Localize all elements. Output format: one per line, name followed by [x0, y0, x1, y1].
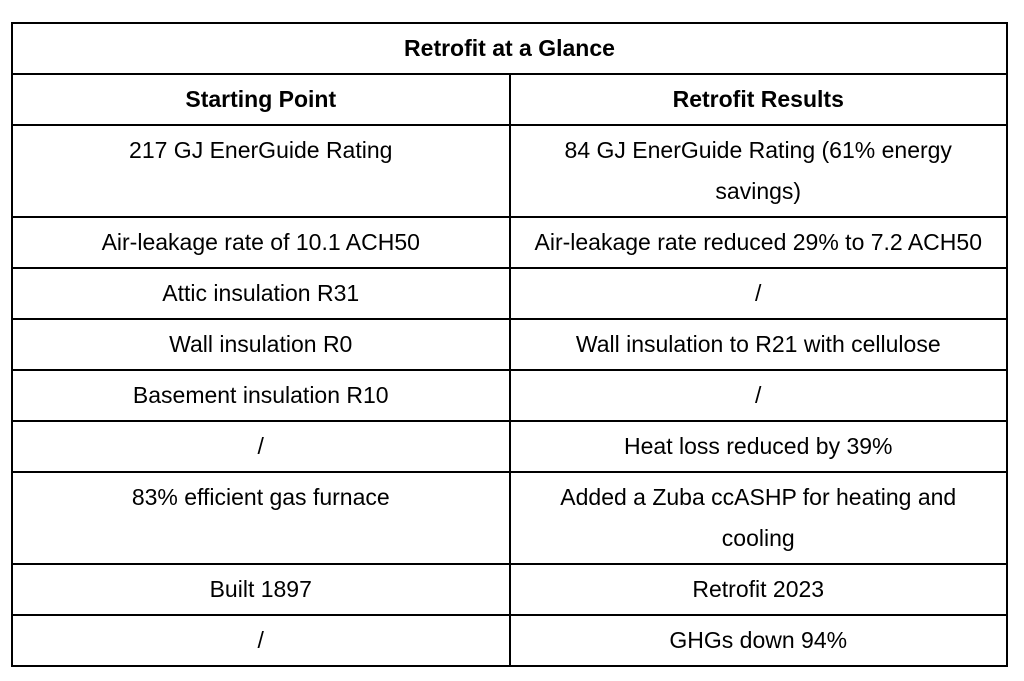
cell-starting-point: 217 GJ EnerGuide Rating — [11, 124, 511, 218]
cell-retrofit-results: Wall insulation to R21 with cellulose — [508, 318, 1008, 371]
cell-retrofit-results: / — [508, 267, 1008, 320]
table-row: Wall insulation R0 Wall insulation to R21… — [11, 318, 1008, 371]
cell-starting-point: Air-leakage rate of 10.1 ACH50 — [11, 216, 511, 269]
cell-retrofit-results: Heat loss reduced by 39% — [508, 420, 1008, 473]
table-row: Attic insulation R31/ — [11, 267, 1008, 320]
cell-starting-point: Basement insulation R10 — [11, 369, 511, 422]
table-title: Retrofit at a Glance — [11, 22, 1008, 75]
table-head: Retrofit at a Glance Starting Point Retr… — [11, 22, 1008, 126]
cell-retrofit-results: Air-leakage rate reduced 29% to 7.2 ACH5… — [508, 216, 1008, 269]
cell-retrofit-results: / — [508, 369, 1008, 422]
table-row: 217 GJ EnerGuide Rating 84 GJ EnerGuide R… — [11, 124, 1008, 218]
cell-starting-point: / — [11, 420, 511, 473]
table-row: 83% efficient gas furnace Added a Zuba cc… — [11, 471, 1008, 565]
table-row: / GHGs down 94% — [11, 614, 1008, 667]
cell-starting-point: Attic insulation R31 — [11, 267, 511, 320]
cell-starting-point: 83% efficient gas furnace — [11, 471, 511, 565]
table-title-row: Retrofit at a Glance — [11, 22, 1008, 75]
cell-retrofit-results: Retrofit 2023 — [508, 563, 1008, 616]
table-row: Basement insulation R10/ — [11, 369, 1008, 422]
table-row: / Heat loss reduced by 39% — [11, 420, 1008, 473]
cell-starting-point: Wall insulation R0 — [11, 318, 511, 371]
cell-retrofit-results: 84 GJ EnerGuide Rating (61% energy savin… — [508, 124, 1008, 218]
table-row: Air-leakage rate of 10.1 ACH50 Air-leakag… — [11, 216, 1008, 269]
table-body: 217 GJ EnerGuide Rating 84 GJ EnerGuide R… — [11, 124, 1008, 667]
cell-retrofit-results: Added a Zuba ccASHP for heating and cool… — [508, 471, 1008, 565]
retrofit-glance-table: Retrofit at a Glance Starting Point Retr… — [11, 22, 1008, 667]
cell-starting-point: / — [11, 614, 511, 667]
table-header-row: Starting Point Retrofit Results — [11, 73, 1008, 126]
cell-retrofit-results: GHGs down 94% — [508, 614, 1008, 667]
table-row: Built 1897 Retrofit 2023 — [11, 563, 1008, 616]
column-header-retrofit-results: Retrofit Results — [508, 73, 1008, 126]
cell-starting-point: Built 1897 — [11, 563, 511, 616]
column-header-starting-point: Starting Point — [11, 73, 511, 126]
